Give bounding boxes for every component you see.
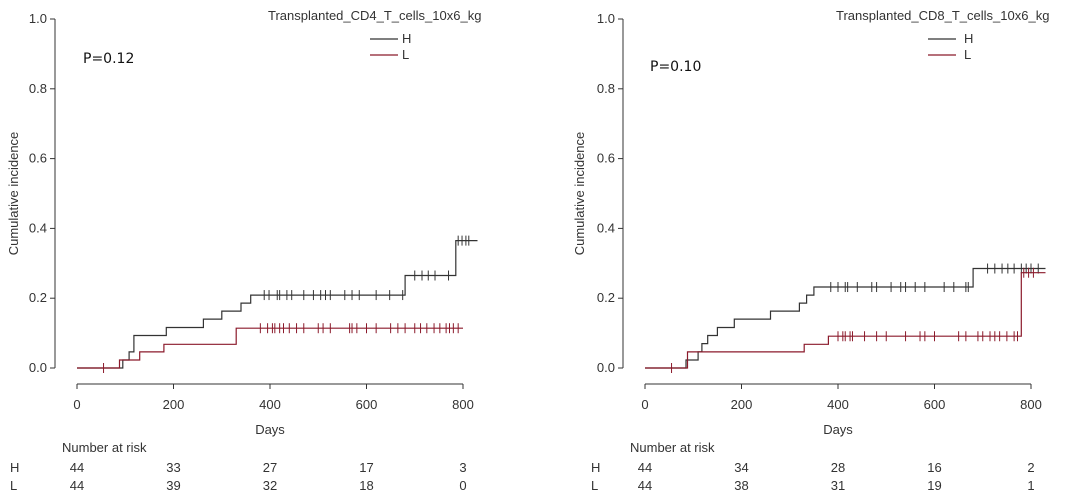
y-tick-label: 0.2 (597, 290, 615, 305)
risk-value: 34 (734, 460, 748, 475)
x-tick-label: 800 (1020, 397, 1042, 412)
series-line-L (77, 327, 463, 369)
risk-row-label-L: L (10, 478, 17, 493)
y-tick-label: 1.0 (29, 11, 47, 26)
risk-value: 27 (263, 460, 277, 475)
risk-value: 16 (927, 460, 941, 475)
risk-value: 39 (166, 478, 180, 493)
risk-value: 19 (927, 478, 941, 493)
legend-title: Transplanted_CD4_T_cells_10x6_kg (268, 8, 481, 23)
risk-value: 18 (359, 478, 373, 493)
x-tick-label: 200 (163, 397, 185, 412)
risk-value: 0 (459, 478, 466, 493)
y-tick-label: 0.6 (29, 151, 47, 166)
panel-cd8: 0.0 0.2 0.4 0.6 0.8 1.0 0 200 400 600 800 Days Cumul… (572, 8, 1049, 493)
p-value: P=0.10 (650, 59, 701, 75)
x-axis-title: Days (255, 422, 285, 437)
y-tick-label: 0.8 (29, 81, 47, 96)
risk-value: 3 (459, 460, 466, 475)
risk-row-label-H: H (10, 460, 19, 475)
y-tick-label: 0.6 (597, 151, 615, 166)
risk-value: 44 (638, 478, 652, 493)
risk-value: 44 (70, 460, 84, 475)
legend-title: Transplanted_CD8_T_cells_10x6_kg (836, 8, 1049, 23)
y-tick-label: 0.8 (597, 81, 615, 96)
panel-cd4: 0.0 0.2 0.4 0.6 0.8 1.0 0 200 400 600 800 Days Cumul… (6, 8, 481, 493)
y-tick-label: 0.4 (29, 220, 47, 235)
legend-label-H: H (402, 31, 411, 46)
risk-value: 44 (638, 460, 652, 475)
risk-table-header: Number at risk (630, 440, 715, 455)
y-tick-label: 0.0 (29, 360, 47, 375)
series-line-L (645, 272, 1046, 369)
risk-value: 38 (734, 478, 748, 493)
x-tick-label: 600 (356, 397, 378, 412)
y-axis-title: Cumulative incidence (6, 132, 21, 256)
risk-value: 2 (1027, 460, 1034, 475)
legend-label-H: H (964, 31, 973, 46)
risk-value: 31 (831, 478, 845, 493)
y-tick-label: 0.2 (29, 290, 47, 305)
x-tick-label: 0 (73, 397, 80, 412)
x-tick-label: 600 (924, 397, 946, 412)
risk-value: 32 (263, 478, 277, 493)
y-tick-label: 0.4 (597, 220, 615, 235)
x-tick-label: 800 (452, 397, 474, 412)
y-tick-label: 1.0 (597, 11, 615, 26)
legend-label-L: L (402, 47, 409, 62)
risk-value: 1 (1027, 478, 1034, 493)
y-tick-label: 0.0 (597, 360, 615, 375)
risk-value: 33 (166, 460, 180, 475)
p-value: P=0.12 (83, 51, 134, 67)
risk-table-header: Number at risk (62, 440, 147, 455)
x-axis-title: Days (823, 422, 853, 437)
x-tick-label: 400 (827, 397, 849, 412)
risk-value: 17 (359, 460, 373, 475)
risk-row-label-H: H (591, 460, 600, 475)
x-tick-label: 200 (731, 397, 753, 412)
x-tick-label: 400 (259, 397, 281, 412)
y-axis-title: Cumulative incidence (572, 132, 587, 256)
series-line-H (77, 240, 478, 369)
risk-value: 44 (70, 478, 84, 493)
x-tick-label: 0 (641, 397, 648, 412)
risk-row-label-L: L (591, 478, 598, 493)
series-line-H (645, 267, 1046, 369)
risk-value: 28 (831, 460, 845, 475)
legend-label-L: L (964, 47, 971, 62)
